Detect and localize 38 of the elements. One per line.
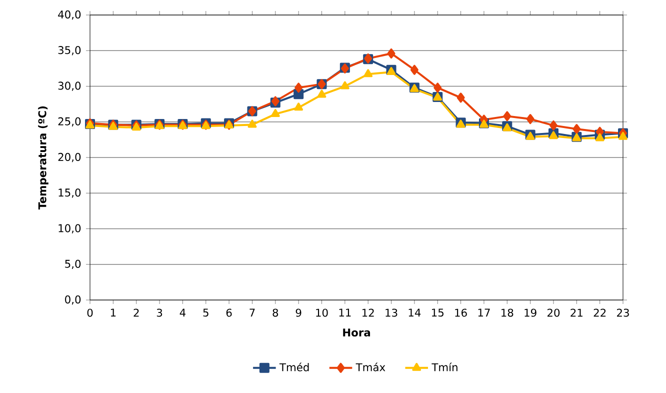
y-tick-label: 40,0 (58, 10, 81, 20)
x-tick-label: 18 (502, 308, 514, 317)
y-tick-label: 10,0 (58, 224, 81, 234)
x-tick-label: 14 (408, 308, 421, 316)
x-tick-label: 3 (156, 308, 162, 317)
x-tick-label: 13 (386, 308, 398, 317)
y-tick-label: 30,0 (58, 82, 81, 91)
x-tick-label: 4 (180, 308, 186, 316)
x-tick-label: 15 (432, 308, 444, 317)
y-tick-label: 0,0 (65, 295, 81, 305)
x-tick-label: 21 (570, 308, 582, 317)
x-tick-label: 5 (203, 308, 208, 317)
x-tick-label: 19 (524, 308, 536, 317)
x-tick-label: 22 (594, 308, 606, 317)
x-tick-label: 2 (134, 308, 139, 317)
x-tick-label: 10 (316, 308, 328, 317)
y-tick-label: 5,0 (65, 260, 81, 269)
x-tick-label: 20 (547, 308, 560, 317)
x-tick-label: 23 (616, 308, 629, 317)
x-tick-label: 0 (87, 308, 93, 317)
y-axis-title: Temperatura (ºC) (38, 106, 48, 210)
legend-label: Tméd (279, 362, 309, 372)
y-tick-label: 15,0 (58, 188, 81, 198)
y-tick-label: 25,0 (58, 117, 81, 126)
x-tick-label: 11 (339, 308, 351, 316)
x-tick-label: 8 (272, 308, 278, 317)
x-tick-label: 17 (478, 308, 490, 316)
x-tick-label: 9 (296, 308, 302, 317)
x-tick-label: 7 (250, 308, 255, 316)
x-tick-label: 12 (362, 308, 374, 317)
x-tick-label: 6 (226, 308, 232, 317)
legend-label: Tmáx (356, 362, 386, 372)
y-tick-label: 20,0 (58, 152, 81, 162)
x-tick-label: 16 (455, 308, 467, 317)
x-axis-title: Hora (343, 328, 370, 337)
x-tick-label: 1 (110, 308, 116, 316)
y-tick-label: 35,0 (58, 46, 81, 56)
legend-label: Tmín (432, 362, 458, 372)
